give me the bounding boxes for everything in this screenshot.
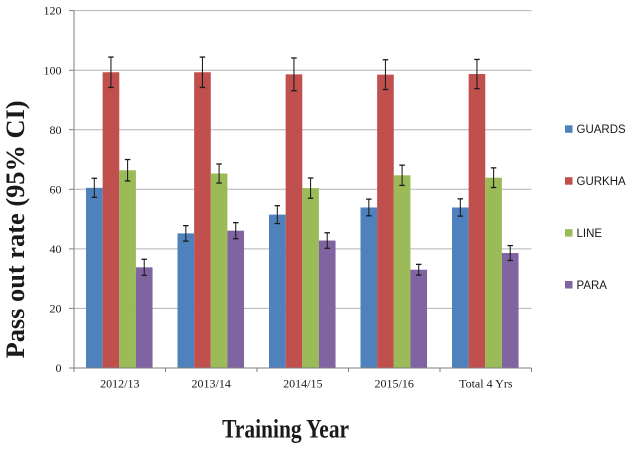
svg-text:GUARDS: GUARDS [577, 124, 627, 136]
svg-text:80: 80 [50, 123, 62, 137]
svg-text:PARA: PARA [577, 280, 608, 292]
svg-text:100: 100 [44, 63, 62, 77]
svg-text:0: 0 [56, 361, 62, 375]
svg-text:2013/14: 2013/14 [192, 377, 231, 391]
svg-text:2015/16: 2015/16 [375, 377, 414, 391]
svg-text:Total 4 Yrs: Total 4 Yrs [459, 377, 513, 391]
svg-text:Pass out rate (95% CI): Pass out rate (95% CI) [1, 100, 30, 358]
svg-text:120: 120 [44, 4, 62, 18]
svg-text:Training Year: Training Year [222, 415, 349, 444]
svg-text:40: 40 [50, 242, 62, 256]
svg-text:LINE: LINE [577, 228, 603, 240]
svg-text:20: 20 [50, 302, 62, 316]
svg-text:2014/15: 2014/15 [283, 377, 322, 391]
svg-text:GURKHA: GURKHA [577, 176, 627, 188]
svg-text:60: 60 [50, 182, 62, 196]
svg-text:2012/13: 2012/13 [100, 377, 139, 391]
